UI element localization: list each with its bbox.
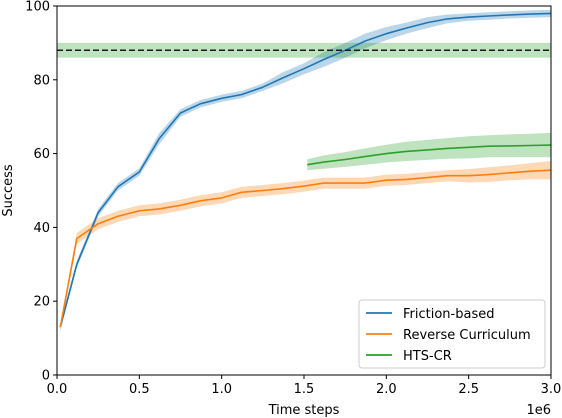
y-tick-label: 60 [33,147,50,162]
y-tick-label: 0 [42,369,50,384]
legend-label: Friction-based [403,307,494,322]
x-tick-label: 0.5 [129,382,150,397]
reverse-curriculum-band [60,161,552,331]
x-axis-title: Time steps [268,403,340,418]
x-tick-label: 1.0 [211,382,232,397]
legend-label: Reverse Curriculum [403,328,531,343]
x-tick-label: 1.5 [294,382,315,397]
x-axis-offset-label: 1e6 [526,403,551,418]
y-tick-label: 80 [33,73,50,88]
reverse-curriculum-line [59,169,552,328]
legend: Friction-based Reverse Curriculum HTS-CR [358,299,546,369]
x-tick-label: 2.5 [458,382,479,397]
y-tick-label: 40 [33,221,50,236]
legend-label: HTS-CR [403,349,452,364]
series-lines [57,12,552,328]
hts-cr-band [307,132,551,171]
legend-box [358,299,546,369]
axis-ticks: 0.0 0.5 1.0 1.5 2.0 2.5 3.0 0 20 40 60 80 100 [25,0,561,397]
hts-cr-line [307,144,552,166]
y-tick-label: 100 [25,0,50,15]
confidence-bands [57,9,552,331]
y-tick-label: 20 [33,295,50,310]
y-axis-title: Success [1,164,16,217]
x-tick-label: 3.0 [541,382,562,397]
x-tick-label: 2.0 [376,382,397,397]
friction-based-line [59,12,552,328]
x-tick-label: 0.0 [47,382,68,397]
